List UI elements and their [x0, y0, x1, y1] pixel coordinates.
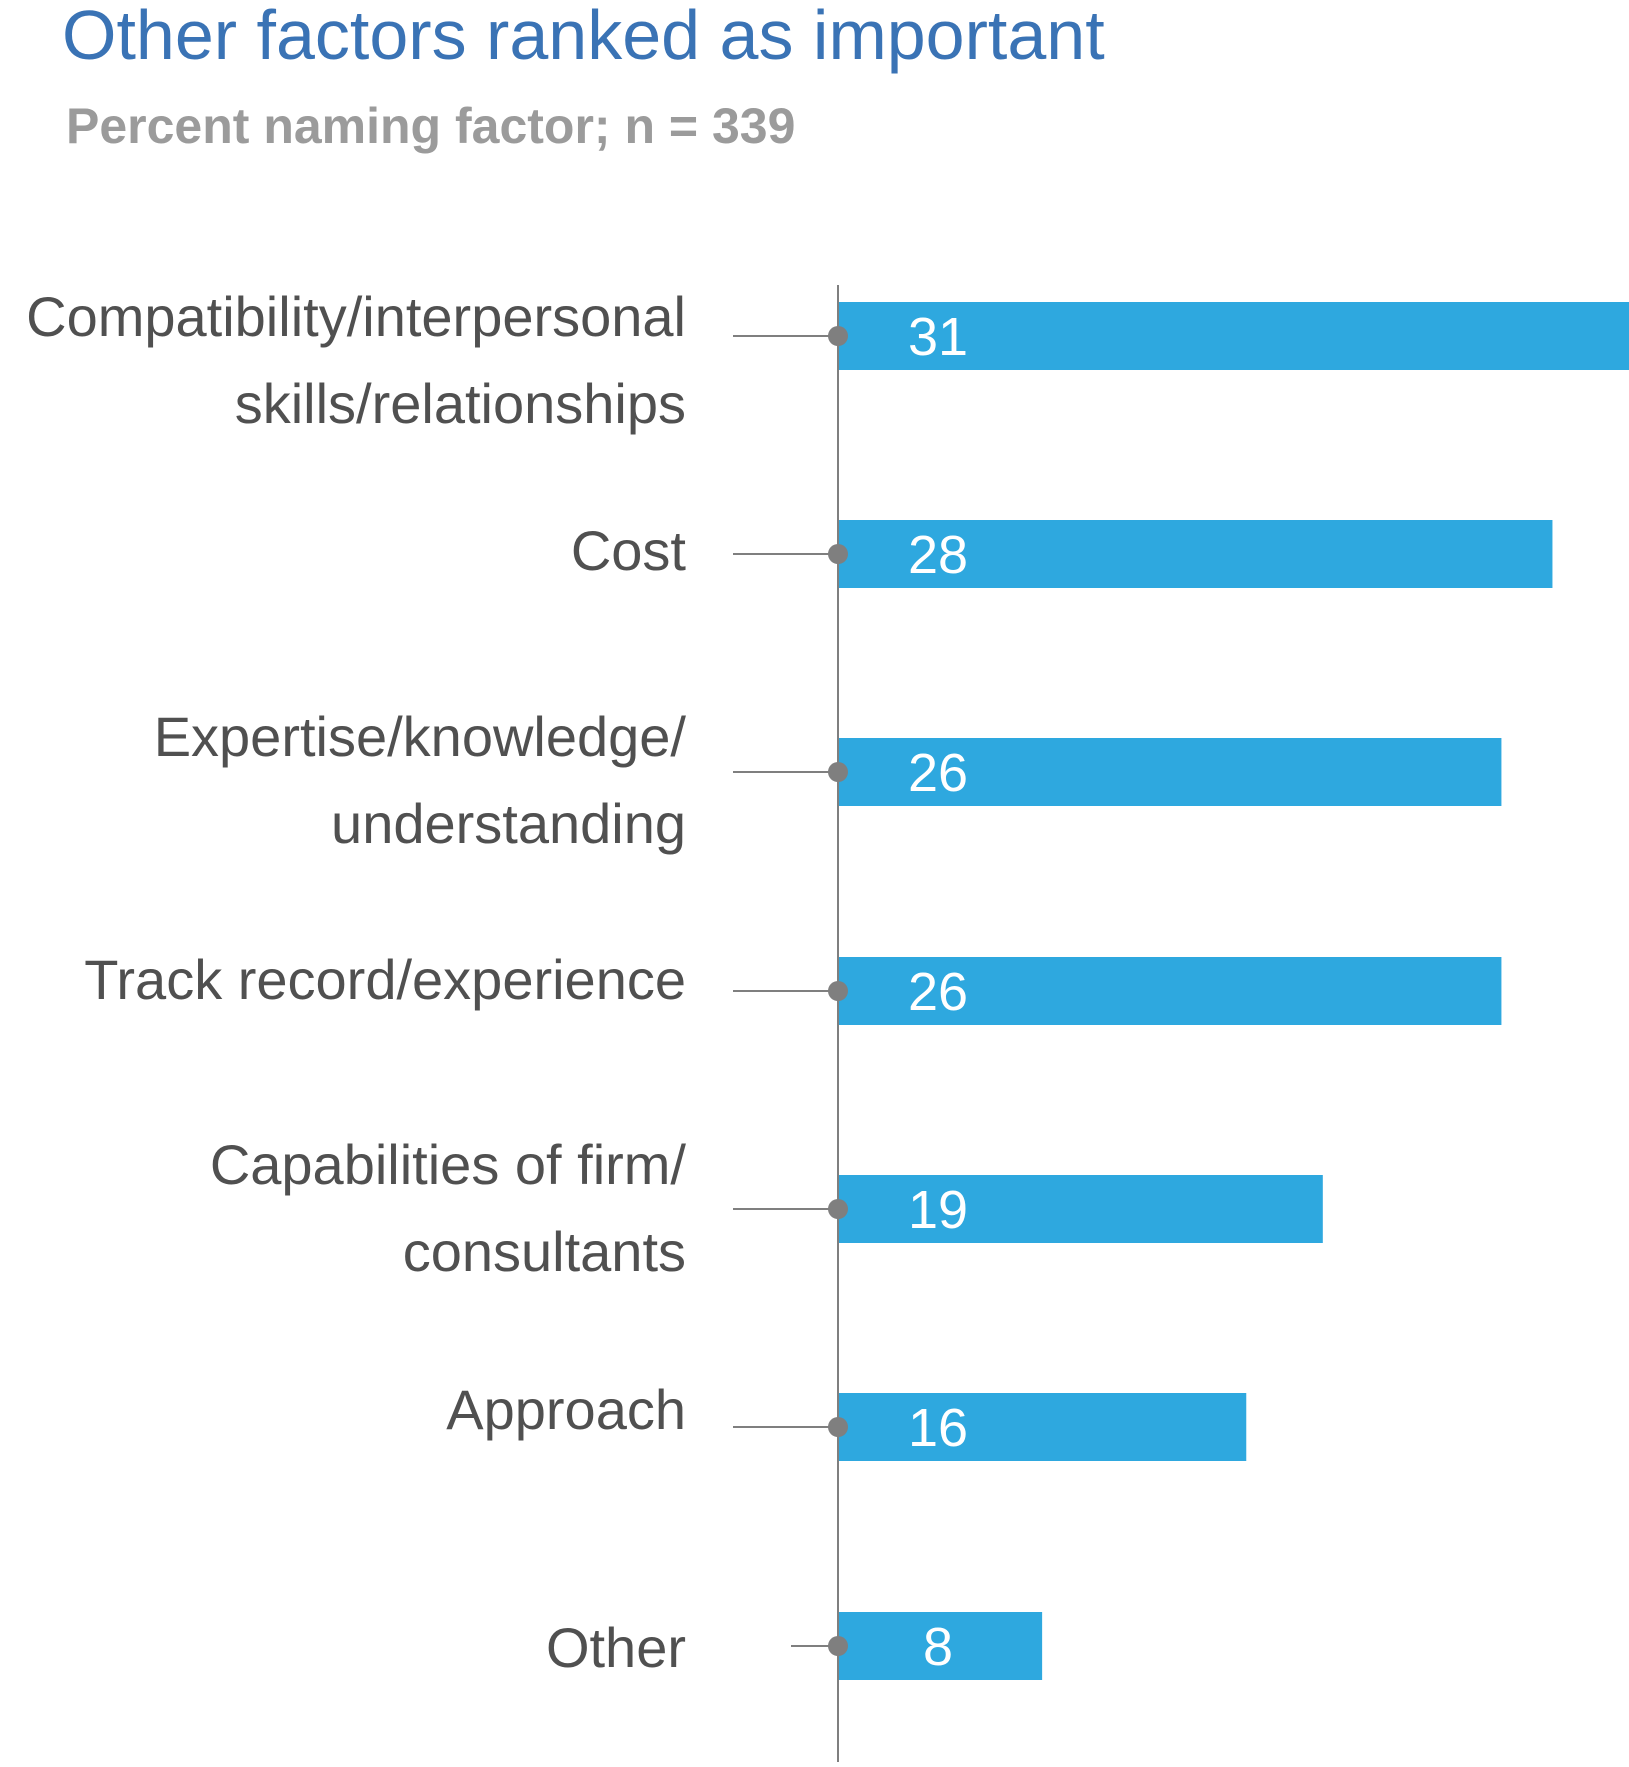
- value-label-2: 26: [908, 743, 968, 803]
- bar-4: [838, 1175, 1323, 1243]
- category-label-4-line-1: consultants: [403, 1220, 686, 1283]
- category-label-3: Track record/experience: [84, 948, 686, 1011]
- value-label-3: 26: [908, 962, 968, 1022]
- bar-3: [838, 957, 1502, 1025]
- value-label-4: 19: [908, 1180, 968, 1240]
- category-label-0-line-1: skills/relationships: [235, 372, 686, 435]
- axis-marker-3: [828, 981, 848, 1001]
- bar-6: [838, 1612, 1043, 1680]
- axis-marker-2: [828, 762, 848, 782]
- bar-0: [838, 302, 1629, 370]
- category-label-5: Approach: [446, 1378, 686, 1441]
- value-label-5: 16: [908, 1398, 968, 1458]
- bar-5: [838, 1393, 1247, 1461]
- bar-1: [838, 520, 1553, 588]
- value-label-6: 8: [923, 1617, 953, 1677]
- category-label-4-line-0: Capabilities of firm/: [210, 1133, 687, 1196]
- category-label-2-line-1: understanding: [331, 792, 686, 855]
- value-label-0: 31: [908, 307, 968, 367]
- axis-marker-6: [828, 1636, 848, 1656]
- category-label-1: Cost: [571, 519, 687, 582]
- markers-layer: [733, 326, 848, 1656]
- axis-marker-0: [828, 326, 848, 346]
- category-label-2-line-0: Expertise/knowledge/: [154, 705, 687, 768]
- axis-marker-5: [828, 1417, 848, 1437]
- axis-marker-1: [828, 544, 848, 564]
- chart-subtitle: Percent naming factor; n = 339: [66, 98, 796, 154]
- category-label-0-line-0: Compatibility/interpersonal: [26, 285, 686, 348]
- category-label-6: Other: [546, 1616, 686, 1679]
- chart-title: Other factors ranked as important: [62, 0, 1105, 74]
- bars-layer: [838, 302, 1629, 1680]
- labels-layer: 31 Compatibility/interpersonal skills/rela…: [26, 285, 968, 1679]
- value-label-1: 28: [908, 525, 968, 585]
- bar-2: [838, 738, 1502, 806]
- axis-marker-4: [828, 1199, 848, 1219]
